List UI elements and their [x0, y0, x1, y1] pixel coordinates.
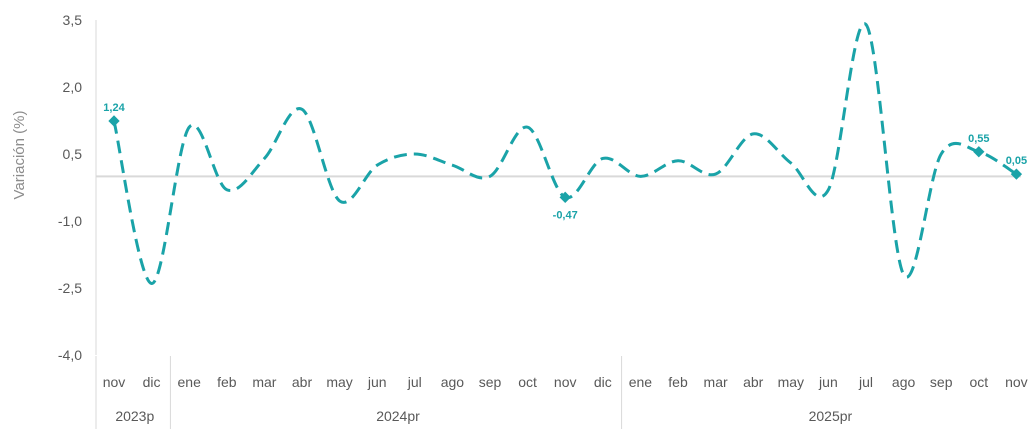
data-point-marker [108, 115, 119, 126]
x-tick-label: sep [930, 374, 953, 390]
x-tick-label: dic [143, 374, 161, 390]
y-tick-label: -4,0 [58, 347, 82, 363]
x-tick-label: mar [704, 374, 728, 390]
year-group-label: 2023p [115, 408, 154, 424]
year-group-label: 2024pr [376, 408, 420, 424]
data-label: 0,05 [1006, 155, 1027, 167]
x-tick-label: feb [668, 374, 688, 390]
x-tick-label: may [778, 374, 804, 390]
x-tick-label: ene [178, 374, 202, 390]
y-axis: -4,0 -2,5 -1,0 0,5 2,0 3,5 [58, 12, 96, 363]
data-label: -0,47 [553, 209, 578, 221]
x-tick-label: ene [629, 374, 653, 390]
x-tick-label: mar [252, 374, 276, 390]
x-tick-label: jul [407, 374, 422, 390]
x-tick-label: dic [594, 374, 612, 390]
x-tick-label: jun [818, 374, 838, 390]
x-tick-label: abr [292, 374, 313, 390]
y-tick-label: 0,5 [63, 146, 83, 162]
year-group-label: 2025pr [809, 408, 853, 424]
x-tick-label: nov [554, 374, 577, 390]
series-layer [114, 24, 1016, 284]
y-tick-label: 2,0 [63, 79, 83, 95]
series-line [114, 24, 1016, 284]
x-tick-label: may [326, 374, 352, 390]
x-tick-label: nov [103, 374, 126, 390]
x-tick-label: ago [892, 374, 916, 390]
marker-layer: 1,24 -0,47 0,55 0,05 [103, 102, 1027, 221]
y-tick-label: 3,5 [63, 12, 83, 28]
x-tick-label: sep [479, 374, 502, 390]
x-tick-label: jun [367, 374, 387, 390]
data-point-marker [560, 192, 571, 203]
y-tick-label: -1,0 [58, 213, 82, 229]
x-tick-label: nov [1005, 374, 1028, 390]
x-tick-label: feb [217, 374, 237, 390]
y-axis-title: Variación (%) [11, 111, 28, 200]
data-label: 0,55 [968, 133, 989, 145]
x-tick-label: oct [969, 374, 988, 390]
y-tick-label: -2,5 [58, 280, 82, 296]
x-tick-label: abr [743, 374, 764, 390]
data-point-marker [973, 146, 984, 157]
x-tick-label: jul [858, 374, 873, 390]
x-tick-label: ago [441, 374, 465, 390]
x-tick-label: oct [518, 374, 537, 390]
data-label: 1,24 [103, 102, 125, 114]
x-axis: nov dic ene feb mar abr may jun jul ago sep oct nov d… [96, 356, 1028, 429]
